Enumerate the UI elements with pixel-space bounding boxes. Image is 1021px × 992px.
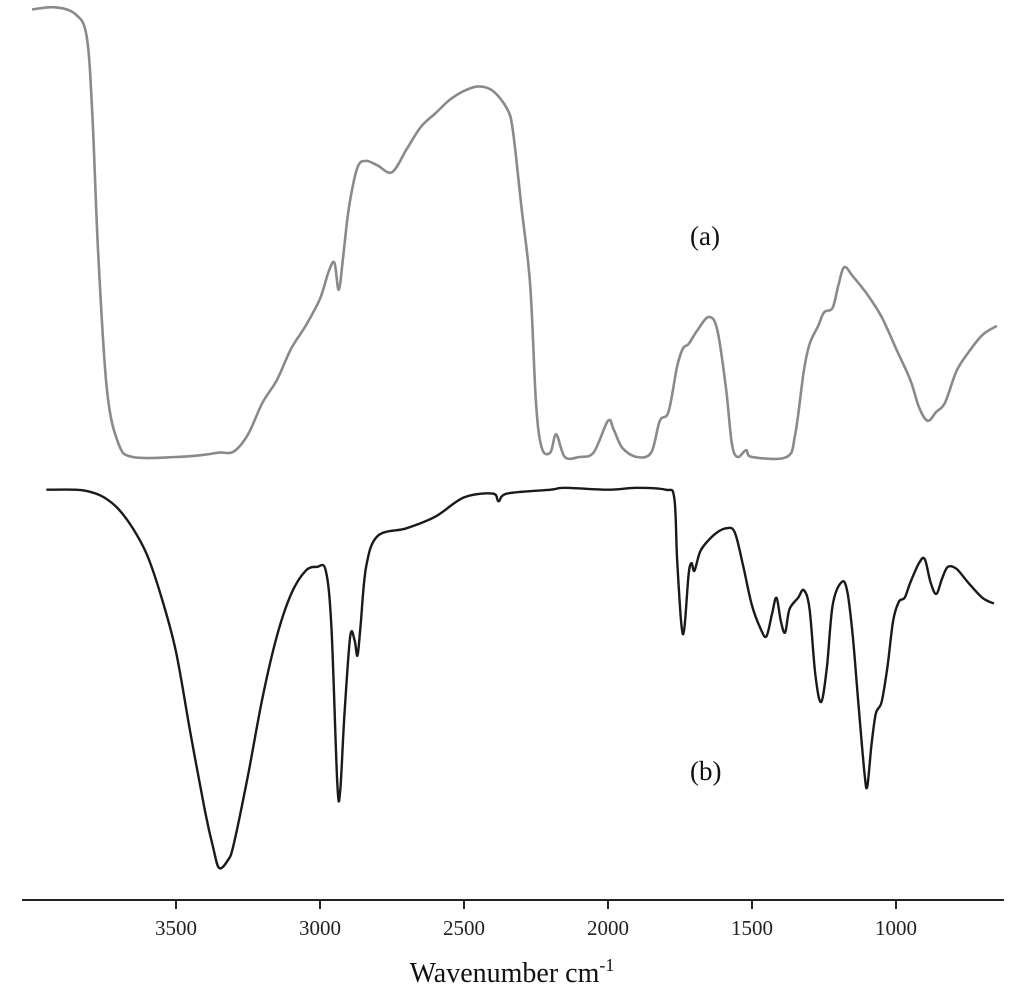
series-line-a bbox=[31, 5, 998, 461]
x-axis-title: Wavenumber cm-1 bbox=[410, 955, 615, 989]
series-labels: (a) (b) bbox=[690, 221, 721, 786]
x-tick-label-2000: 2000 bbox=[587, 916, 629, 940]
x-tick-label-2500: 2500 bbox=[443, 916, 485, 940]
x-axis-title-superscript: -1 bbox=[599, 955, 614, 975]
x-axis-ticks: 3500 3000 2500 2000 1500 1000 bbox=[155, 900, 917, 940]
x-axis-title-text: Wavenumber cm bbox=[410, 958, 600, 989]
series-line-b bbox=[46, 486, 995, 870]
x-tick-label-1000: 1000 bbox=[875, 916, 917, 940]
series-label-a: (a) bbox=[690, 221, 720, 251]
series-label-b: (b) bbox=[690, 756, 721, 786]
series-group bbox=[31, 5, 998, 870]
x-tick-label-3500: 3500 bbox=[155, 916, 197, 940]
x-tick-label-1500: 1500 bbox=[731, 916, 773, 940]
x-tick-label-3000: 3000 bbox=[299, 916, 341, 940]
